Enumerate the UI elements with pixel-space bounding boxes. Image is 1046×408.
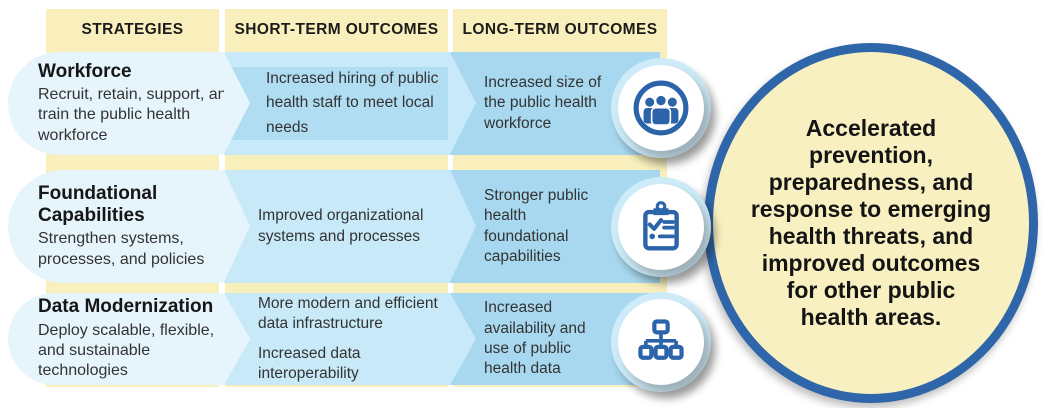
strategy-title: Data Modernization bbox=[38, 296, 214, 318]
short-term-outcome: Improved organizational systems and proc… bbox=[258, 207, 424, 245]
impact-line: improved outcomes bbox=[761, 249, 981, 276]
strategy-description: Deploy scalable, flexible, and sustainab… bbox=[38, 321, 215, 380]
workforce-icon-circle bbox=[618, 65, 704, 151]
clipboard-checklist-icon bbox=[643, 201, 679, 251]
short-term-outcome: Increased hiring of public health staff … bbox=[266, 69, 439, 136]
impact-line: Accelerated bbox=[805, 115, 937, 142]
org-chart-icon bbox=[638, 319, 684, 360]
strategy-description: Recruit, retain, support, and train the … bbox=[38, 86, 236, 144]
short-term-outcome: More modern and efficient data infrastru… bbox=[258, 294, 438, 333]
long-term-cell: Stronger public health foundational capa… bbox=[450, 170, 660, 283]
short-term-cell: Improved organizational systems and proc… bbox=[224, 170, 450, 283]
short-term-cell: More modern and efficient data infrastru… bbox=[224, 293, 450, 385]
impact-circle: Accelerated prevention, preparedness, an… bbox=[704, 43, 1038, 403]
row-data-modernization: Data Modernization Deploy scalable, flex… bbox=[8, 293, 660, 385]
impact-line: preparedness, and bbox=[768, 169, 974, 196]
impact-statement: Accelerated prevention, preparedness, an… bbox=[751, 115, 991, 330]
strategy-cell: Foundational Capabilities Strengthen sys… bbox=[8, 170, 224, 283]
header-strategies: STRATEGIES bbox=[81, 20, 184, 38]
header-short-term-outcomes: SHORT-TERM OUTCOMES bbox=[234, 20, 439, 38]
strategy-cell: Workforce Recruit, retain, support, and … bbox=[8, 52, 235, 155]
impact-line: health areas. bbox=[800, 303, 942, 330]
impact-line: response to emerging bbox=[750, 196, 992, 223]
long-term-outcome: Increased availability and use of public… bbox=[484, 299, 586, 378]
strategy-description: Strengthen systems, processes, and polic… bbox=[38, 230, 205, 268]
impact-line: health threats, and bbox=[768, 223, 974, 249]
strategy-title: Workforce bbox=[38, 60, 132, 82]
row-foundational-capabilities: Foundational Capabilities Strengthen sys… bbox=[8, 170, 660, 283]
arrow-chevron bbox=[224, 293, 250, 385]
arrow-chevron bbox=[224, 52, 250, 154]
short-term-text-box: Increased hiring of public health staff … bbox=[230, 67, 448, 140]
short-term-outcome-2: Increased data interoperability bbox=[258, 344, 361, 382]
long-term-outcome: Stronger public health foundational capa… bbox=[484, 186, 589, 265]
long-term-outcome: Increased size of the public health work… bbox=[484, 73, 602, 132]
people-icon bbox=[633, 80, 689, 136]
arrow-chevron bbox=[450, 170, 476, 282]
strategy-cell: Data Modernization Deploy scalable, flex… bbox=[8, 293, 224, 385]
arrow-chevron bbox=[450, 293, 476, 385]
row-workforce: Workforce Recruit, retain, support, and … bbox=[8, 52, 660, 155]
impact-line: prevention, bbox=[809, 142, 933, 169]
arrow-chevron bbox=[224, 170, 250, 282]
impact-line: for other public bbox=[786, 276, 956, 303]
data-icon-circle bbox=[618, 299, 704, 385]
strategy-title: Foundational Capabilities bbox=[38, 182, 158, 227]
header-long-term-outcomes: LONG-TERM OUTCOMES bbox=[462, 20, 658, 38]
foundational-icon-circle bbox=[618, 184, 704, 270]
arrow-chevron bbox=[450, 52, 476, 154]
